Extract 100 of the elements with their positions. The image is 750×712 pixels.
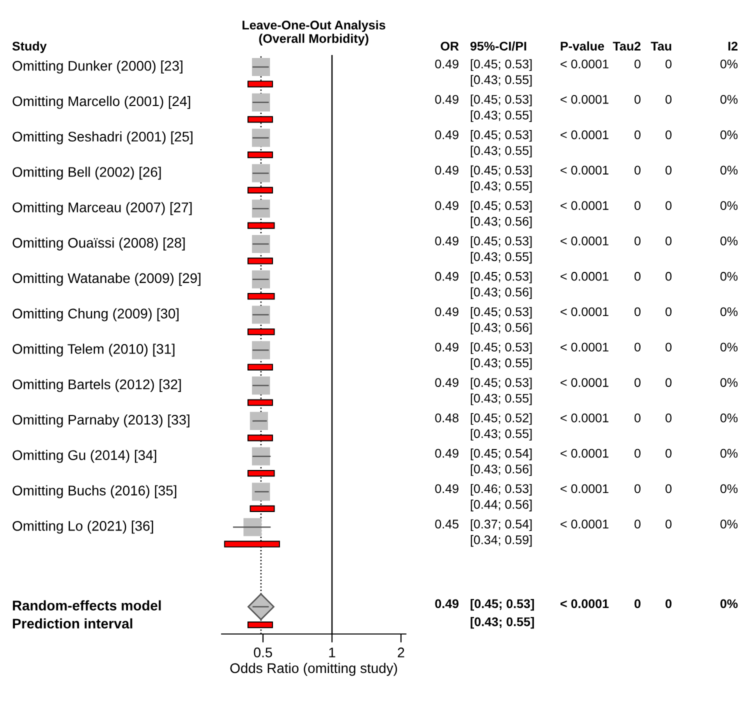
text: 0%	[720, 236, 738, 246]
text: 0.49	[435, 448, 458, 458]
text: [0.45; 0.52] [0.43; 0.55]	[470, 413, 532, 441]
text: 0	[666, 342, 672, 352]
text: < 0.0001	[560, 94, 608, 104]
text: [0.45; 0.53] [0.43; 0.56]	[470, 200, 532, 228]
y-tick-label: Omitting Bartels (2012) [32]	[12, 379, 181, 392]
text: < 0.0001	[560, 484, 608, 494]
text: < 0.0001	[560, 60, 608, 68]
text: [0.43; 0.55]	[470, 617, 534, 629]
text: 0	[666, 448, 672, 458]
text: [0.45; 0.53] [0.43; 0.55]	[470, 130, 532, 158]
text: 0.49	[435, 484, 458, 494]
text: 0	[634, 130, 641, 140]
text: 0%	[720, 166, 738, 175]
text: [0.45; 0.53] [0.43; 0.55]	[470, 378, 532, 406]
text: < 0.0001	[560, 272, 608, 281]
text: < 0.0001	[560, 307, 608, 316]
text: 0	[666, 130, 672, 140]
text: 0%	[720, 448, 738, 458]
text: < 0.0001	[560, 378, 608, 387]
text: 0	[634, 448, 641, 458]
text: 0	[666, 94, 672, 104]
text: < 0.0001	[560, 599, 609, 608]
text: 0%	[720, 484, 738, 494]
text: 0	[634, 484, 641, 494]
x-tick-label: 1	[329, 648, 336, 658]
text: [0.45; 0.53] [0.43; 0.56]	[470, 272, 532, 299]
y-tick-label: Omitting Chung (2009) [30]	[12, 308, 179, 322]
y-tick-label: Omitting Marceau (2007) [27]	[12, 202, 192, 216]
text: 0.49	[435, 307, 458, 316]
text: 0%	[720, 342, 738, 352]
text: 0%	[720, 272, 738, 281]
text: [0.45; 0.53] [0.43; 0.55]	[470, 165, 532, 193]
text: 0	[634, 60, 641, 68]
y-tick-label: Omitting Lo (2021) [36]	[12, 520, 154, 534]
chart-title: Leave-One-Out Analysis (Overall Morbidity)	[242, 20, 386, 46]
text: 0%	[720, 60, 738, 68]
y-tick-label: Omitting Ouaïssi (2008) [28]	[12, 238, 185, 250]
text: 0	[634, 272, 641, 281]
text: Tau2	[612, 42, 640, 51]
y-tick-label: Omitting Gu (2014) [34]	[12, 450, 156, 463]
y-tick-label: Omitting Telem (2010) [31]	[12, 344, 174, 357]
text: 0	[666, 599, 672, 608]
text: [0.45; 0.54] [0.43; 0.56]	[470, 448, 532, 476]
y-tick-label: Omitting Dunker (2000) [23]	[12, 60, 182, 74]
text: < 0.0001	[560, 413, 608, 422]
text: < 0.0001	[560, 166, 608, 175]
y-tick-label: Omitting Bell (2002) [26]	[12, 166, 161, 180]
text: 0	[634, 236, 641, 246]
text: 0.49	[435, 272, 458, 281]
text: 0.49	[435, 236, 458, 246]
text: 0	[666, 201, 672, 210]
text: [0.45; 0.53] [0.43; 0.55]	[470, 59, 532, 87]
text: I2	[728, 42, 738, 50]
text: 0.49	[435, 94, 458, 104]
text: 0	[666, 484, 672, 494]
text: 0	[634, 342, 641, 352]
text: < 0.0001	[560, 201, 608, 210]
text: 0	[634, 378, 641, 387]
text: 0%	[720, 378, 738, 387]
text: [0.37; 0.54] [0.34; 0.59]	[470, 519, 532, 547]
text: 0	[634, 307, 641, 316]
text: < 0.0001	[560, 448, 608, 458]
text: 0%	[720, 130, 738, 140]
text: 0%	[720, 413, 738, 422]
text: 0	[666, 307, 672, 316]
x-tick-label: 0.5	[254, 648, 272, 658]
text: [0.45; 0.53] [0.43; 0.55]	[470, 236, 532, 264]
text: OR	[440, 42, 459, 51]
text: 0	[666, 272, 672, 281]
text: < 0.0001	[560, 342, 608, 352]
text: 0%	[720, 307, 738, 316]
text: Study	[12, 41, 47, 54]
text: 0%	[720, 94, 738, 104]
y-tick-label: Omitting Buchs (2016) [35]	[12, 485, 176, 498]
text: 0.49	[435, 599, 459, 608]
text: 0	[634, 201, 641, 210]
y-tick-label: Omitting Watanabe (2009) [29]	[12, 272, 200, 286]
text: 0%	[720, 599, 738, 608]
text: [0.45; 0.53] [0.43; 0.55]	[470, 342, 532, 370]
text: 0	[666, 378, 672, 387]
text: 0	[634, 413, 641, 422]
text: 0	[666, 166, 672, 175]
text: 0	[666, 236, 672, 246]
text: 0.49	[435, 342, 458, 352]
text: 0	[666, 413, 672, 422]
text: Tau	[650, 42, 672, 51]
y-tick-label: Omitting Marcello (2001) [24]	[12, 96, 190, 109]
text: [0.45; 0.53]	[470, 598, 534, 611]
text: P-value	[560, 41, 604, 51]
text: 0%	[720, 201, 738, 210]
text: < 0.0001	[560, 520, 608, 529]
text: < 0.0001	[560, 236, 608, 246]
text: 0.49	[435, 60, 458, 68]
text: 95%-CI/PI	[470, 41, 526, 51]
x-tick-label: 2	[398, 648, 404, 658]
text: 0.49	[435, 201, 458, 210]
text: 0.49	[435, 378, 458, 387]
text: 0.49	[435, 166, 458, 175]
